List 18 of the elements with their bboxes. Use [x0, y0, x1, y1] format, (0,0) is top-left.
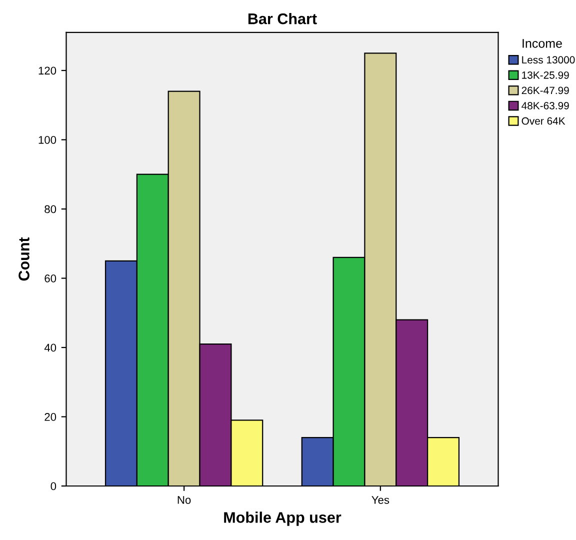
- x-tick-label: No: [178, 496, 191, 504]
- y-tick-label: 80: [44, 205, 56, 214]
- legend-label: Less 13000: [522, 56, 575, 64]
- chart-title: Bar Chart: [248, 12, 317, 24]
- y-tick-label: 40: [44, 344, 56, 352]
- legend-label: Over 64K: [522, 117, 566, 125]
- y-axis-title: Count: [18, 237, 30, 281]
- y-tick-label: 60: [44, 274, 56, 282]
- legend-label: 26K-47.99: [522, 86, 569, 94]
- y-tick-label: 0: [50, 482, 56, 490]
- y-tick-label: 100: [38, 136, 56, 144]
- legend-title: Income: [522, 39, 562, 48]
- x-tick-label: Yes: [372, 496, 390, 504]
- legend-label: 13K-25.99: [522, 71, 569, 79]
- y-tick-label: 20: [44, 413, 56, 421]
- x-axis-title: Mobile App user: [224, 512, 342, 526]
- y-tick-label: 120: [38, 66, 56, 75]
- legend-label: 48K-63.99: [522, 102, 569, 110]
